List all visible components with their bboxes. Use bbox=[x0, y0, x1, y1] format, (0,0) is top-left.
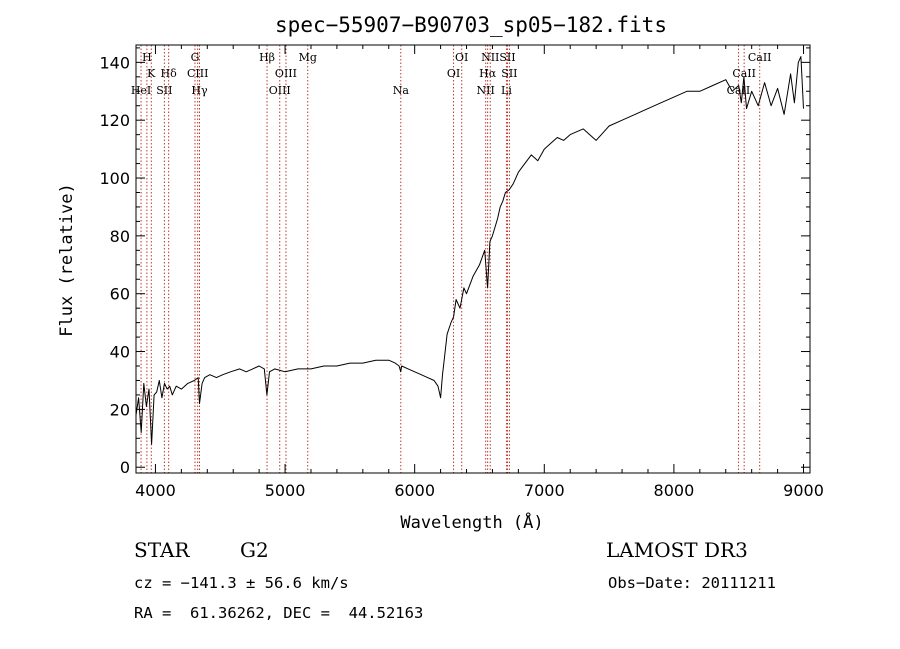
object-class: STAR bbox=[134, 538, 190, 562]
line-label: HeI bbox=[131, 84, 151, 97]
redshift-readout: cz = −141.3 ± 56.6 km/s bbox=[134, 574, 349, 592]
object-subclass: G2 bbox=[240, 538, 269, 562]
x-tick-label: 7000 bbox=[524, 481, 565, 500]
y-tick-label: 80 bbox=[110, 227, 130, 246]
y-tick-label: 100 bbox=[99, 169, 130, 188]
line-label: G bbox=[191, 51, 200, 64]
y-tick-label: 140 bbox=[99, 53, 130, 72]
line-label: SII bbox=[499, 51, 515, 64]
survey-name: LAMOST DR3 bbox=[606, 538, 748, 562]
x-tick-label: 8000 bbox=[654, 481, 695, 500]
line-label: Na bbox=[393, 84, 410, 97]
line-label: Li bbox=[501, 84, 512, 97]
line-label: OIII bbox=[275, 67, 297, 80]
x-tick-label: 4000 bbox=[135, 481, 176, 500]
line-label: NII bbox=[477, 84, 495, 97]
y-tick-label: 40 bbox=[110, 343, 130, 362]
x-tick-label: 6000 bbox=[394, 481, 435, 500]
line-label: K bbox=[147, 67, 156, 80]
obs-date: Obs−Date: 20111211 bbox=[608, 574, 776, 592]
line-label: CIII bbox=[187, 67, 208, 80]
x-tick-label: 5000 bbox=[265, 481, 306, 500]
y-axis-label: Flux (relative) bbox=[57, 183, 77, 337]
series-line-flux bbox=[135, 56, 804, 445]
line-label: Hδ bbox=[161, 67, 178, 80]
y-tick-label: 20 bbox=[110, 400, 130, 419]
line-label: OIII bbox=[269, 84, 291, 97]
line-label: Hα bbox=[479, 67, 497, 80]
line-label: Hγ bbox=[191, 84, 208, 97]
x-axis-label: Wavelength (Å) bbox=[400, 511, 543, 533]
line-label: Mg bbox=[299, 51, 317, 64]
spectrum-layer bbox=[135, 56, 804, 445]
plot-frame bbox=[135, 44, 811, 474]
line-label: SII bbox=[156, 84, 172, 97]
line-label: H bbox=[142, 51, 152, 64]
line-label: OI bbox=[447, 67, 460, 80]
x-tick-label: 9000 bbox=[783, 481, 824, 500]
line-label: CaII bbox=[732, 67, 756, 80]
line-label: Hβ bbox=[259, 51, 275, 64]
axis-ticks-layer: 4000 5000 6000 7000 8000 9000 0 20 40 60 80 100 120 1… bbox=[99, 45, 824, 500]
line-markers-layer bbox=[140, 45, 761, 473]
coordinates-readout: RA = 61.36262, DEC = 44.52163 bbox=[134, 604, 424, 622]
line-label: NII bbox=[481, 51, 499, 64]
y-tick-label: 120 bbox=[99, 111, 130, 130]
line-label: CaII bbox=[748, 51, 772, 64]
y-tick-label: 60 bbox=[110, 285, 130, 304]
y-tick-label: 0 bbox=[120, 458, 130, 477]
line-label: SII bbox=[501, 67, 517, 80]
chart-title: spec−55907−B90703_sp05−182.fits bbox=[275, 13, 667, 37]
line-label: OI bbox=[455, 51, 468, 64]
